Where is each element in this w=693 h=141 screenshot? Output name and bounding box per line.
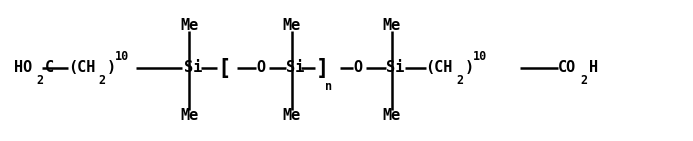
- Text: Me: Me: [283, 18, 301, 33]
- Text: ]: ]: [315, 58, 328, 78]
- Text: Me: Me: [283, 108, 301, 123]
- Text: 2: 2: [456, 74, 463, 87]
- Text: CO: CO: [558, 60, 576, 75]
- Text: Si: Si: [184, 60, 202, 75]
- Text: ): ): [107, 60, 116, 75]
- Text: Me: Me: [383, 108, 401, 123]
- Text: ): ): [464, 60, 473, 75]
- Text: (CH: (CH: [68, 60, 96, 75]
- Text: O: O: [353, 60, 362, 75]
- Text: 2: 2: [37, 74, 44, 87]
- Text: O: O: [256, 60, 265, 75]
- Text: H: H: [589, 60, 598, 75]
- Text: Si: Si: [286, 60, 304, 75]
- Text: Me: Me: [383, 18, 401, 33]
- Text: Si: Si: [386, 60, 404, 75]
- Text: 2: 2: [98, 74, 105, 87]
- Text: [: [: [217, 58, 230, 78]
- Text: Me: Me: [180, 108, 198, 123]
- Text: Me: Me: [180, 18, 198, 33]
- Text: HO: HO: [14, 60, 32, 75]
- Text: 10: 10: [115, 50, 130, 63]
- Text: n: n: [325, 80, 332, 92]
- Text: (CH: (CH: [426, 60, 453, 75]
- Text: 2: 2: [581, 74, 588, 87]
- Text: 10: 10: [473, 50, 487, 63]
- Text: C: C: [45, 60, 54, 75]
